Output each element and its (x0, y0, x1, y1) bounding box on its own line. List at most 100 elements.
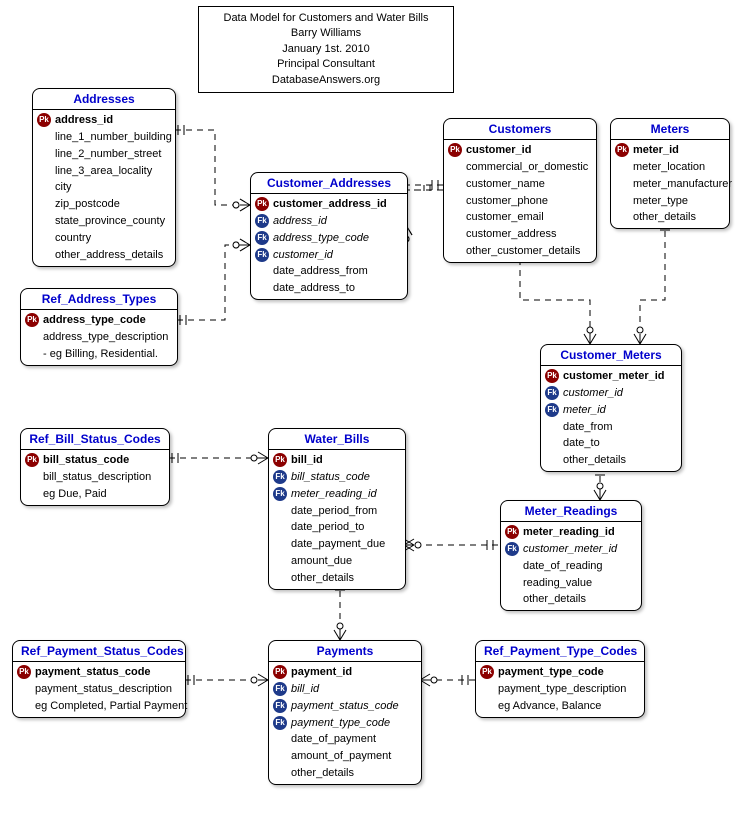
attribute-name: line_1_number_building (55, 130, 172, 145)
entity-title: Addresses (33, 89, 175, 110)
entity-customers: Customers Pk customer_idcommercial_or_dome… (443, 118, 597, 263)
entity-ref-payment-type-codes: Ref_Payment_Type_CodesPkpayment_type_cod… (475, 640, 645, 718)
title-line: January 1st. 2010 (211, 42, 441, 57)
attribute-row: - eg Billing, Residential. (21, 346, 177, 363)
attribute-name: other_customer_details (466, 244, 580, 259)
attribute-row: state_province_county (33, 213, 175, 230)
attribute-name: other_details (633, 210, 696, 225)
attribute-name: eg Advance, Balance (498, 699, 601, 714)
entity-meters: MetersPkmeter_idmeter_locationmeter_manu… (610, 118, 730, 229)
attribute-row: eg Advance, Balance (476, 698, 644, 715)
attribute-name: line_3_area_locality (55, 164, 152, 179)
attribute-name: reading_value (523, 576, 592, 591)
attribute-row: city (33, 179, 175, 196)
attribute-row: Pkpayment_type_code (476, 664, 644, 681)
attribute-row: customer_email (444, 209, 596, 226)
attribute-row: Pk bill_id (269, 452, 405, 469)
attribute-row: eg Completed, Partial Payment (13, 698, 185, 715)
attribute-row: Fkaddress_type_code (251, 230, 407, 247)
attribute-row: Pk customer_meter_id (541, 368, 681, 385)
entity-title: Payments (269, 641, 421, 662)
attribute-name: meter_manufacturer (633, 177, 732, 192)
entity-ref-address-types: Ref_Address_TypesPkaddress_type_codeaddr… (20, 288, 178, 366)
attribute-row: bill_status_description (21, 469, 169, 486)
attribute-name: meter_id (633, 143, 679, 158)
attribute-name: date_of_reading (523, 559, 603, 574)
attribute-row: line_2_number_street (33, 146, 175, 163)
attribute-name: customer_id (273, 248, 333, 263)
attribute-row: Fkmeter_id (541, 402, 681, 419)
attribute-name: customer_name (466, 177, 545, 192)
entity-title: Meters (611, 119, 729, 140)
attribute-row: Pkaddress_id (33, 112, 175, 129)
attribute-name: customer_id (466, 143, 531, 158)
title-line: Data Model for Customers and Water Bills (211, 11, 441, 26)
attribute-row: Pkcustomer_address_id (251, 196, 407, 213)
entity-customer-addresses: Customer_AddressesPkcustomer_address_idF… (250, 172, 408, 300)
primary-key-icon: Pk (25, 313, 39, 327)
attribute-row: customer_address (444, 226, 596, 243)
attribute-row: address_type_description (21, 329, 177, 346)
entity-title: Water_Bills (269, 429, 405, 450)
attribute-name: date_of_payment (291, 732, 376, 747)
attribute-row: date_period_from (269, 503, 405, 520)
attribute-row: line_3_area_locality (33, 163, 175, 180)
attribute-row: Pk bill_status_code (21, 452, 169, 469)
attribute-name: meter_reading_id (523, 525, 615, 540)
foreign-key-icon: Fk (255, 248, 269, 262)
attribute-row: customer_name (444, 176, 596, 193)
attribute-row: Fk customer_id (541, 385, 681, 402)
primary-key-icon: Pk (25, 453, 39, 467)
attribute-name: bill_status_code (43, 453, 129, 468)
entity-ref-bill-status-codes: Ref_Bill_Status_Codes Pk bill_status_codeb… (20, 428, 170, 506)
attribute-row: country (33, 230, 175, 247)
attribute-row: date_address_to (251, 280, 407, 297)
entity-title: Ref_Bill_Status_Codes (21, 429, 169, 450)
attribute-row: commercial_or_domestic (444, 159, 596, 176)
attribute-row: meter_manufacturer (611, 176, 729, 193)
primary-key-icon: Pk (17, 665, 31, 679)
attribute-row: other_details (611, 209, 729, 226)
attribute-name: country (55, 231, 91, 246)
foreign-key-icon: Fk (505, 542, 519, 556)
title-line: DatabaseAnswers.org (211, 73, 441, 88)
attribute-name: customer_phone (466, 194, 548, 209)
entity-title: Customers (444, 119, 596, 140)
attribute-name: bill_status_code (291, 470, 370, 485)
title-line: Barry Williams (211, 26, 441, 41)
attribute-name: payment_type_code (498, 665, 604, 680)
attribute-name: date_to (563, 436, 600, 451)
attribute-name: eg Due, Paid (43, 487, 107, 502)
entity-customer-meters: Customer_MetersPkcustomer_meter_idFkcust… (540, 344, 682, 472)
primary-key-icon: Pk (545, 369, 559, 383)
attribute-row: Fk bill_status_code (269, 469, 405, 486)
attribute-name: meter_reading_id (291, 487, 377, 502)
attribute-row: date_from (541, 419, 681, 436)
primary-key-icon: Pk (273, 453, 287, 467)
attribute-row: payment_status_description (13, 681, 185, 698)
foreign-key-icon: Fk (545, 386, 559, 400)
primary-key-icon: Pk (448, 143, 462, 157)
attribute-name: amount_due (291, 554, 352, 569)
attribute-row: date_to (541, 435, 681, 452)
attribute-row: other_details (269, 765, 421, 782)
attribute-row: payment_type_description (476, 681, 644, 698)
attribute-name: customer_id (563, 386, 623, 401)
attribute-name: line_2_number_street (55, 147, 161, 162)
attribute-name: customer_meter_id (563, 369, 665, 384)
attribute-name: other_details (523, 592, 586, 607)
entity-meter-readings: Meter_ReadingsPkmeter_reading_idFkcustom… (500, 500, 642, 611)
foreign-key-icon: Fk (273, 470, 287, 484)
attribute-row: reading_value (501, 575, 641, 592)
attribute-name: bill_id (291, 453, 323, 468)
attribute-row: date_of_payment (269, 731, 421, 748)
attribute-name: zip_postcode (55, 197, 120, 212)
attribute-row: Fkpayment_status_code (269, 698, 421, 715)
attribute-row: Fkbill_id (269, 681, 421, 698)
attribute-row: other_details (501, 591, 641, 608)
attribute-name: payment_id (291, 665, 352, 680)
attribute-name: date_from (563, 420, 613, 435)
attribute-row: other_details (269, 570, 405, 587)
attribute-name: meter_id (563, 403, 606, 418)
attribute-name: address_type_code (273, 231, 369, 246)
